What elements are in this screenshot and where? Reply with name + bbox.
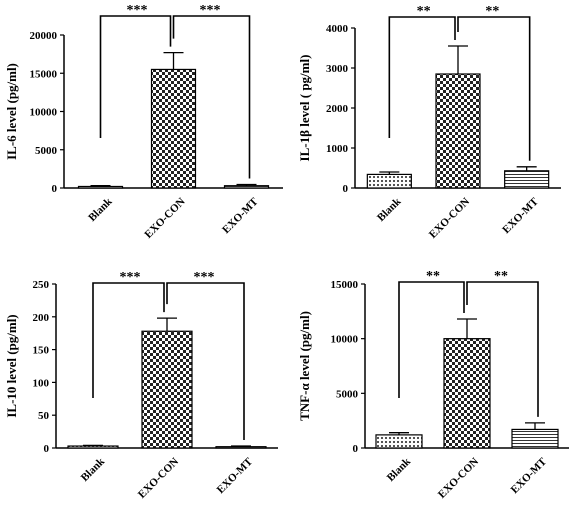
il10-bar-exo-con (141, 330, 193, 449)
il6-category-label: EXO-CON (142, 196, 187, 241)
tnfa-significance-bracket (466, 281, 539, 417)
il6-significance-label: *** (200, 3, 221, 18)
tnfa-y-tick-label: 0 (353, 443, 359, 455)
il1b-chart: 0 1000 2000 3000 4000 IL-1β level ( pg/ml) Bla… (297, 4, 561, 241)
il6-y-tick-label: 20000 (30, 30, 58, 42)
il10-category-label: EXO-MT (215, 455, 256, 496)
tnfa-significance-label: ** (426, 269, 440, 284)
il6-y-tick-label: 5000 (35, 145, 58, 157)
il10-y-tick-label: 200 (33, 312, 50, 324)
il1b-significance-bracket (388, 16, 456, 138)
il10-bar-exo-mt (215, 446, 267, 449)
il1b-significance-label: ** (485, 4, 499, 19)
tnfa-significance-label: ** (494, 269, 508, 284)
tnfa-chart: 0 5000 10000 15000 TNF-α level (pg/ml) Blank E… (297, 269, 569, 501)
il1b-significance-bracket (457, 16, 531, 161)
il1b-y-tick-label: 3000 (326, 63, 349, 75)
il6-y-tick-label: 0 (52, 183, 58, 195)
il6-bar-exo-mt (223, 185, 270, 189)
tnfa-bar-exo-mt (511, 428, 559, 449)
tnfa-y-tick-label: 5000 (336, 388, 359, 400)
il1b-y-tick-label: 2000 (326, 103, 349, 115)
il1b-significance-label: ** (417, 4, 431, 19)
il10-y-tick-label: 0 (44, 443, 50, 455)
il1b-bar-exo-con (435, 73, 481, 189)
il1b-category-label: EXO-MT (500, 195, 541, 236)
il10-y-tick-label: 150 (33, 345, 50, 357)
tnfa-bar-exo-con (443, 338, 491, 449)
il10-y-tick-label: 50 (38, 410, 50, 422)
il6-bar-blank (77, 185, 124, 189)
tnfa-category-label: EXO-CON (436, 456, 481, 501)
il10-y-axis-label: IL-10 level (pg/ml) (4, 314, 19, 417)
tnfa-significance-bracket (398, 281, 465, 398)
il6-significance-bracket (99, 15, 172, 138)
tnfa-y-tick-label: 10000 (331, 334, 359, 346)
il10-significance-bracket (166, 282, 245, 441)
il10-y-tick-label: 250 (33, 279, 50, 291)
tnfa-y-tick-label: 15000 (331, 279, 359, 291)
il1b-bar-exo-mt (504, 170, 550, 189)
il6-y-tick-label: 10000 (30, 107, 58, 119)
il6-significance-label: *** (127, 3, 148, 18)
il1b-category-label: EXO-CON (427, 196, 472, 241)
il10-category-label: EXO-CON (136, 456, 181, 501)
il6-category-label: Blank (86, 195, 115, 224)
il1b-y-tick-label: 1000 (326, 143, 349, 155)
il1b-bar-blank (366, 173, 412, 189)
il1b-category-label: Blank (375, 195, 404, 224)
il10-chart: 0 50 100 150 200 250 IL-10 level (pg/ml) Blank E… (4, 270, 278, 501)
il10-significance-label: *** (194, 270, 215, 285)
il1b-y-axis-label: IL-1β level ( pg/ml) (297, 55, 312, 162)
il10-category-label: Blank (79, 455, 108, 484)
il6-significance-bracket (172, 15, 251, 179)
tnfa-y-axis-label: TNF-α level (pg/ml) (297, 311, 312, 421)
tnfa-category-label: Blank (385, 455, 414, 484)
tnfa-category-label: EXO-MT (509, 455, 550, 496)
il10-significance-bracket (92, 282, 165, 398)
il6-chart: 0 5000 10000 15000 20000 IL-6 level (pg/ml) Bl… (4, 3, 283, 241)
il10-significance-label: *** (120, 270, 141, 285)
il6-y-axis-label: IL-6 level (pg/ml) (4, 63, 19, 160)
tnfa-bar-blank (375, 434, 423, 449)
il10-y-tick-label: 100 (33, 377, 50, 389)
il1b-y-tick-label: 4000 (326, 23, 349, 35)
il1b-y-tick-label: 0 (343, 183, 349, 195)
il10-bar-blank (67, 445, 119, 449)
il6-category-label: EXO-MT (220, 195, 261, 236)
il6-bar-exo-con (150, 68, 197, 189)
il6-y-tick-label: 15000 (30, 68, 58, 80)
